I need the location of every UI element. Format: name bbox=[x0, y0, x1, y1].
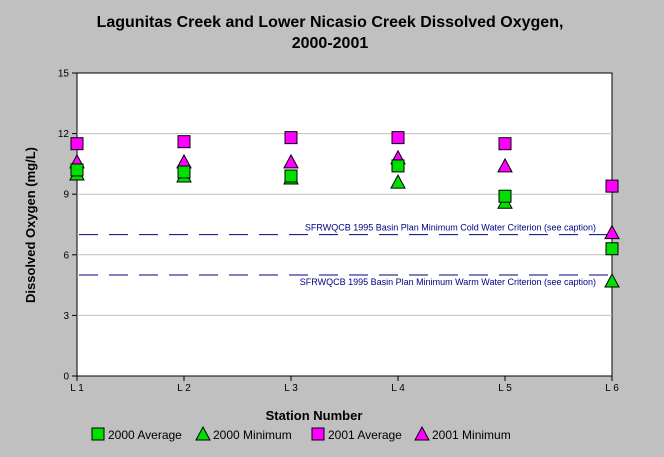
plot-area bbox=[76, 72, 613, 377]
legend-label: 2000 Average bbox=[108, 428, 182, 442]
data-point bbox=[391, 159, 405, 173]
x-tick-label: L 1 bbox=[70, 383, 84, 394]
x-tick-label: L 6 bbox=[605, 383, 619, 394]
y-axis-title: Dissolved Oxygen (mg/L) bbox=[23, 147, 38, 303]
legend-label: 2001 Average bbox=[328, 428, 402, 442]
x-tick-label: L 3 bbox=[284, 383, 298, 394]
data-point bbox=[70, 163, 84, 177]
reference-lines: SFRWQCB 1995 Basin Plan Minimum Cold Wat… bbox=[79, 223, 610, 287]
y-tick-label: 9 bbox=[63, 190, 69, 201]
x-tick-label: L 4 bbox=[391, 383, 405, 394]
data-point bbox=[391, 131, 405, 145]
legend-label: 2000 Minimum bbox=[213, 428, 292, 442]
chart-title-line-1: Lagunitas Creek and Lower Nicasio Creek … bbox=[97, 14, 564, 31]
data-point bbox=[498, 189, 512, 203]
x-axis: L 1 L 2 L 3 L 4 L 5 L 6 bbox=[70, 376, 619, 394]
reference-line-label: SFRWQCB 1995 Basin Plan Minimum Cold Wat… bbox=[305, 223, 596, 233]
data-point bbox=[177, 165, 191, 179]
data-point bbox=[605, 179, 619, 193]
legend: 2000 Average 2000 Minimum 2001 Average 2001… bbox=[91, 425, 511, 442]
data-point bbox=[283, 153, 299, 169]
y-tick-label: 6 bbox=[63, 250, 69, 261]
x-tick-label: L 2 bbox=[177, 383, 191, 394]
y-tick-label: 12 bbox=[58, 129, 70, 140]
data-point bbox=[414, 425, 430, 441]
data-point bbox=[497, 157, 513, 173]
reference-line-label: SFRWQCB 1995 Basin Plan Minimum Warm Wat… bbox=[300, 277, 596, 287]
chart-title-line-2: 2000-2001 bbox=[292, 35, 369, 52]
data-point bbox=[284, 131, 298, 145]
y-axis: 0 3 6 9 12 15 bbox=[58, 69, 77, 383]
data-point bbox=[311, 427, 325, 441]
y-tick-label: 0 bbox=[63, 372, 69, 383]
y-tick-label: 3 bbox=[63, 311, 69, 322]
y-tick-label: 15 bbox=[58, 69, 70, 80]
data-point bbox=[91, 427, 105, 441]
data-point bbox=[390, 174, 406, 189]
data-point bbox=[177, 135, 191, 149]
data-point bbox=[195, 425, 211, 441]
legend-label: 2001 Minimum bbox=[432, 428, 511, 442]
x-axis-title: Station Number bbox=[266, 408, 363, 423]
data-point bbox=[604, 273, 620, 288]
data-point bbox=[498, 137, 512, 151]
data-markers bbox=[69, 131, 620, 288]
data-point bbox=[604, 224, 620, 240]
data-point bbox=[70, 137, 84, 151]
grid-layer bbox=[77, 133, 612, 316]
data-point bbox=[605, 242, 619, 256]
data-point bbox=[284, 169, 298, 183]
x-tick-label: L 5 bbox=[498, 383, 512, 394]
